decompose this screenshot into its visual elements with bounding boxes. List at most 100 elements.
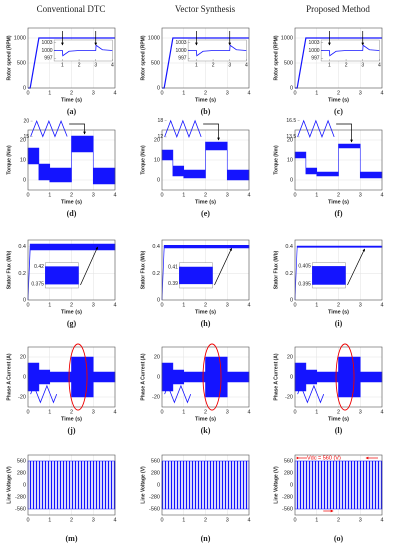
inset-tick-label: 1003 [308, 40, 319, 46]
x-tick-label: 3 [359, 409, 362, 415]
inset-tick-label: 1003 [175, 40, 186, 46]
x-tick-label: 3 [92, 302, 95, 308]
x-tick-label: 3 [359, 302, 362, 308]
y-tick-label: 0 [157, 297, 160, 303]
panel-label: (k) [201, 426, 211, 435]
inset-tick-label: 1 [61, 62, 64, 68]
line [30, 384, 58, 404]
x-tick-label: 1 [182, 302, 185, 308]
inset-tick-label: 1003 [41, 40, 52, 46]
y-tick-label: 0.2 [152, 271, 160, 277]
y-axis-label: Rotor speed (RPM) [140, 35, 146, 80]
plot-frame [161, 129, 250, 191]
x-tick-label: 2 [337, 90, 340, 96]
y-tick-label: 280 [17, 470, 26, 476]
x-tick-label: 2 [70, 302, 73, 308]
y-tick-label: 0.4 [152, 244, 160, 250]
plot-frame [27, 27, 116, 89]
inset-tick-label: 0.395 [298, 282, 311, 288]
panel-label: (c) [334, 107, 343, 116]
x-tick-label: 1 [48, 409, 51, 415]
y-axis-label: Line Voltage (V) [140, 466, 146, 504]
y-tick-label: 0 [290, 482, 293, 488]
panel-label: (m) [66, 534, 78, 543]
panel-label: (j) [68, 426, 76, 435]
band [45, 266, 79, 285]
highlight [68, 343, 88, 411]
y-tick-label: 0.2 [285, 271, 293, 277]
inset-tick-label: 997 [44, 56, 53, 62]
x-tick-label: 4 [380, 302, 383, 308]
line [164, 119, 202, 139]
x-axis-label: Time (s) [195, 309, 216, 315]
y-tick-label: -280 [149, 494, 160, 500]
line [164, 384, 192, 404]
inset-tick-label: 1000 [308, 48, 319, 54]
x-axis-label: Time (s) [61, 309, 82, 315]
inset-tick-label: 12 [158, 134, 164, 140]
line [188, 44, 247, 57]
highlight [335, 343, 355, 411]
inset-tick-label: 997 [311, 56, 320, 62]
band [294, 460, 383, 510]
x-tick-label: 1 [315, 192, 318, 198]
y-tick-label: -20 [285, 394, 293, 400]
x-tick-label: 0 [160, 409, 163, 415]
panel-label: (d) [67, 209, 77, 218]
inset-tick-label: 4 [245, 62, 248, 68]
x-tick-label: 1 [182, 90, 185, 96]
x-tick-label: 2 [204, 409, 207, 415]
line [297, 384, 325, 404]
y-tick-label: 0 [290, 177, 293, 183]
y-tick-label: -20 [152, 394, 160, 400]
y-axis-label: Torque (Nm) [273, 145, 279, 175]
panel-label: (g) [67, 319, 77, 328]
arrow [80, 246, 98, 286]
inset-tick-label: 1 [195, 62, 198, 68]
arrow [214, 247, 232, 286]
x-tick-label: 3 [226, 409, 229, 415]
x-tick-label: 2 [70, 192, 73, 198]
x-tick-label: 4 [247, 517, 250, 523]
x-tick-label: 1 [315, 302, 318, 308]
panel-label: (f) [335, 209, 343, 218]
line [54, 44, 113, 57]
y-tick-label: 500 [17, 60, 26, 66]
plot-frame [161, 239, 250, 301]
y-tick-label: 20 [154, 137, 160, 143]
plot-frame [294, 27, 383, 89]
y-tick-label: 20 [287, 354, 293, 360]
inset-tick-label: 16.5 [286, 118, 296, 124]
inset-tick-label: 2 [345, 62, 348, 68]
x-tick-label: 0 [160, 302, 163, 308]
x-tick-label: 0 [26, 302, 29, 308]
x-tick-label: 4 [380, 90, 383, 96]
inset-tick-label: 0.405 [298, 264, 311, 270]
x-tick-label: 1 [315, 517, 318, 523]
y-tick-label: 20 [20, 354, 26, 360]
x-axis-label: Time (s) [328, 97, 349, 103]
arrow [69, 123, 86, 135]
y-tick-label: 10 [154, 157, 160, 163]
y-tick-label: -280 [282, 494, 293, 500]
y-tick-label: 280 [151, 470, 160, 476]
x-tick-label: 2 [337, 192, 340, 198]
x-tick-label: 4 [113, 517, 116, 523]
y-tick-label: 0.4 [285, 244, 293, 250]
x-tick-label: 4 [247, 409, 250, 415]
x-tick-label: 4 [247, 302, 250, 308]
x-tick-label: 4 [113, 192, 116, 198]
x-tick-label: 0 [160, 90, 163, 96]
x-tick-label: 0 [26, 90, 29, 96]
x-tick-label: 4 [113, 90, 116, 96]
x-tick-label: 3 [226, 90, 229, 96]
x-tick-label: 0 [293, 302, 296, 308]
inset-tick-label: 13.5 [286, 134, 296, 140]
line [297, 119, 335, 139]
x-tick-label: 1 [48, 90, 51, 96]
y-tick-label: 10 [20, 157, 26, 163]
x-tick-label: 4 [380, 192, 383, 198]
band [312, 266, 346, 285]
line [321, 44, 380, 57]
